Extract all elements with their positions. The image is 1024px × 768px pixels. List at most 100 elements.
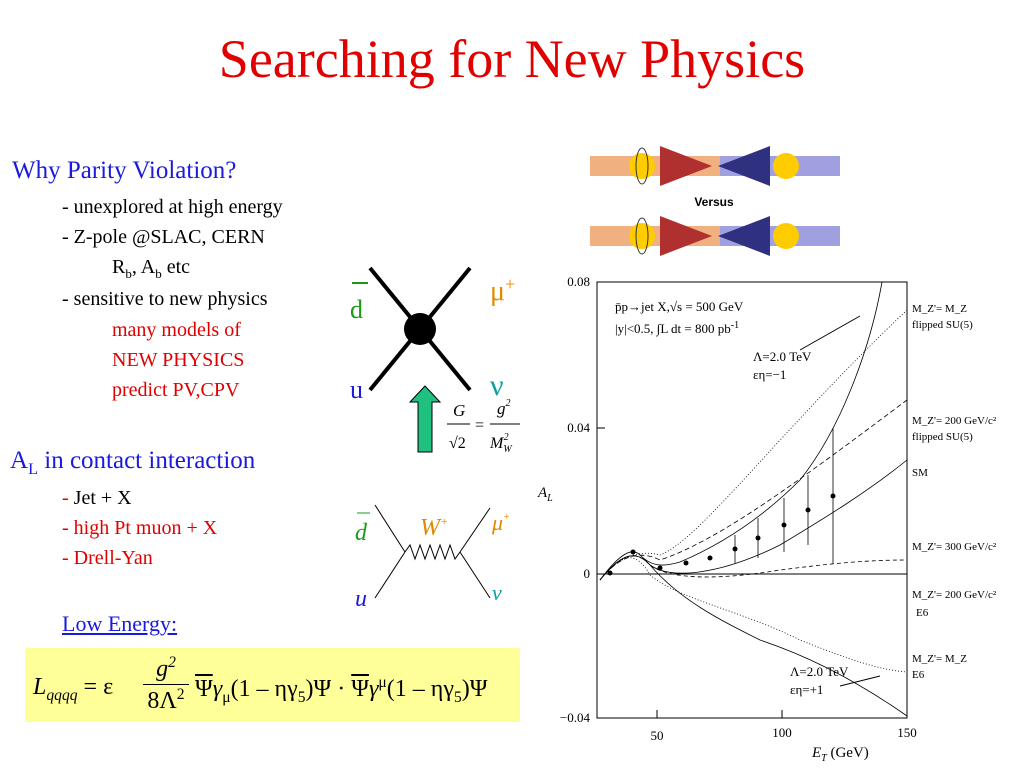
label: Versus bbox=[694, 195, 734, 209]
text: b bbox=[155, 266, 162, 281]
axis-label: AL bbox=[537, 485, 553, 504]
text: E bbox=[811, 745, 821, 761]
text: Jet + X bbox=[68, 487, 132, 509]
text: μ bbox=[378, 674, 387, 691]
annotation: εη=−1 bbox=[753, 367, 786, 382]
annotation: p̄p→jet X,√s = 500 GeV bbox=[615, 299, 744, 314]
legend-label: M_Z'= M_Z bbox=[912, 303, 967, 315]
text: 5 bbox=[297, 688, 306, 706]
item: - Jet + X bbox=[62, 487, 132, 510]
item: - unexplored at high energy bbox=[62, 196, 283, 218]
text: Ψ bbox=[351, 676, 369, 702]
text: Ψ bbox=[195, 676, 213, 702]
text: L bbox=[33, 674, 47, 700]
text: (1 – ηγ bbox=[230, 676, 298, 702]
text: W bbox=[503, 444, 513, 455]
text: 5 bbox=[453, 688, 462, 706]
legend-label: E6 bbox=[916, 607, 929, 619]
annotation: εη=+1 bbox=[790, 682, 823, 697]
label: d bbox=[350, 295, 363, 324]
y-tick-label: 0.08 bbox=[567, 274, 590, 289]
text: 2 bbox=[504, 432, 509, 443]
text: = bbox=[475, 417, 484, 434]
text: 2 bbox=[176, 686, 185, 703]
item: NEW PHYSICS bbox=[112, 349, 245, 371]
text: L bbox=[546, 493, 553, 504]
annotation: Λ=2.0 TeV bbox=[753, 349, 812, 364]
item: - Z-pole @SLAC, CERN bbox=[62, 226, 265, 248]
text: MW2 bbox=[489, 432, 513, 455]
text: R bbox=[112, 256, 126, 278]
x-tick-label: 50 bbox=[651, 728, 664, 743]
text: |y|<0.5, ∫L dt = 800 pb bbox=[615, 321, 731, 337]
text: g2 bbox=[497, 398, 511, 418]
label: u bbox=[355, 586, 367, 612]
text: T bbox=[821, 753, 828, 764]
y-tick-label: 0 bbox=[584, 566, 591, 581]
text: + bbox=[440, 514, 448, 528]
legend-label: E6 bbox=[912, 669, 925, 681]
formula: Lqqqq = ε g2 8Λ2 Ψγμ(1 – ηγ5)Ψ · Ψγμ(1 –… bbox=[25, 648, 520, 722]
heading: AL in contact interaction bbox=[10, 447, 255, 479]
item: - high Pt muon + X bbox=[62, 517, 218, 539]
text: W bbox=[420, 515, 442, 541]
legend-label: M_Z'= 200 GeV/c² bbox=[912, 589, 997, 601]
x-tick-label: 100 bbox=[772, 725, 792, 740]
y-tick-label: −0.04 bbox=[560, 710, 591, 725]
text: , A bbox=[131, 256, 156, 278]
text: - bbox=[62, 487, 69, 509]
text: 2 bbox=[506, 398, 511, 409]
legend-label: flipped SU(5) bbox=[912, 431, 973, 443]
text: )Ψ · bbox=[305, 676, 352, 702]
text: 8Λ bbox=[147, 688, 177, 714]
label: μ+ bbox=[490, 274, 515, 307]
label: u bbox=[350, 375, 363, 404]
item: - Drell-Yan bbox=[62, 547, 153, 569]
x-tick-label: 150 bbox=[897, 725, 917, 740]
plot: 0.08 0.04 0 −0.04 50 100 150 AL ET (GeV)… bbox=[537, 274, 997, 764]
label: ν bbox=[490, 369, 504, 402]
text: γ bbox=[368, 676, 379, 702]
label: d bbox=[355, 520, 368, 546]
text: qqqq bbox=[46, 686, 78, 704]
text: + bbox=[503, 512, 510, 523]
text: M bbox=[489, 435, 505, 452]
text: μ bbox=[222, 688, 231, 706]
label: W+ bbox=[420, 514, 448, 541]
text: G bbox=[453, 401, 465, 420]
item: predict PV,CPV bbox=[112, 379, 240, 401]
label: ν bbox=[492, 580, 502, 605]
title: Searching for New Physics bbox=[218, 29, 806, 89]
text: A bbox=[537, 485, 548, 501]
text: A bbox=[10, 447, 29, 474]
text: g bbox=[156, 656, 169, 682]
text: + bbox=[505, 274, 515, 294]
legend-label: M_Z'= M_Z bbox=[912, 653, 967, 665]
text: μ bbox=[490, 276, 505, 307]
item: many models of bbox=[112, 319, 241, 341]
text: )Ψ bbox=[461, 676, 488, 702]
label: μ+ bbox=[491, 510, 510, 535]
item: - sensitive to new physics bbox=[62, 288, 268, 310]
axis-label: ET (GeV) bbox=[811, 745, 869, 764]
legend-label: SM bbox=[912, 467, 928, 479]
link[interactable]: Low Energy: bbox=[62, 611, 178, 636]
y-tick-label: 0.04 bbox=[567, 420, 590, 435]
annotation: |y|<0.5, ∫L dt = 800 pb-1 bbox=[615, 320, 739, 337]
feynman-diagram: d u W+ μ+ ν bbox=[355, 504, 510, 612]
text: (GeV) bbox=[827, 745, 869, 761]
text: γ bbox=[212, 676, 223, 702]
annotation: Λ=2.0 TeV bbox=[790, 664, 849, 679]
text: 2 bbox=[168, 654, 176, 671]
text: etc bbox=[161, 256, 190, 278]
spin-illustration: Versus bbox=[590, 146, 840, 256]
legend-label: flipped SU(5) bbox=[912, 319, 973, 331]
legend-label: M_Z'= 200 GeV/c² bbox=[912, 415, 997, 427]
arrow bbox=[408, 385, 442, 453]
text: (1 – ηγ bbox=[386, 676, 454, 702]
feynman-vertex: d u μ+ ν G √2 = g2 MW2 bbox=[350, 266, 520, 455]
text: √2 bbox=[449, 435, 466, 452]
text: g bbox=[497, 399, 506, 418]
